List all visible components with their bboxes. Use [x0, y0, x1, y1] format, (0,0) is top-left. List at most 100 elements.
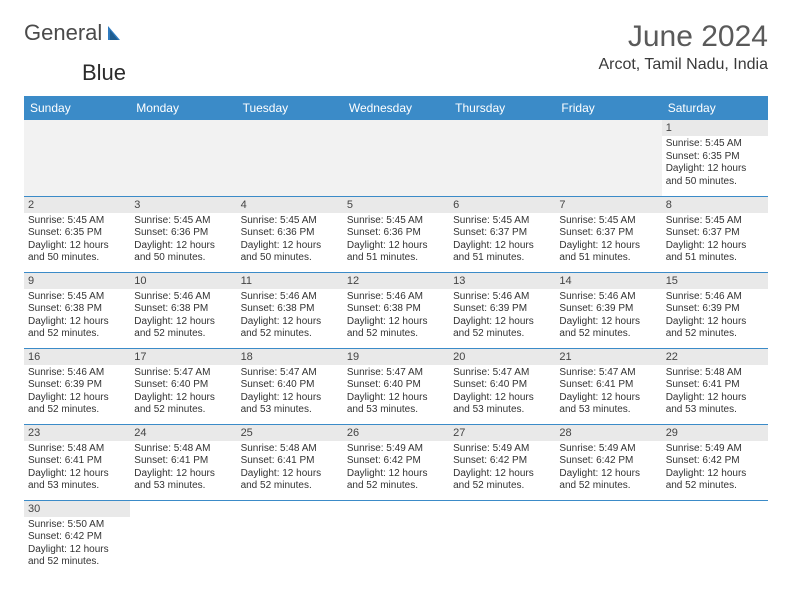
- sunset-line: Sunset: 6:42 PM: [666, 455, 764, 468]
- sunset-line: Sunset: 6:37 PM: [559, 227, 657, 240]
- daylight-line: Daylight: 12 hours and 52 minutes.: [28, 392, 126, 417]
- sunset-line: Sunset: 6:37 PM: [666, 227, 764, 240]
- day-number: 7: [555, 197, 661, 213]
- calendar-cell: 1Sunrise: 5:45 AMSunset: 6:35 PMDaylight…: [662, 120, 768, 196]
- day-number: 15: [662, 273, 768, 289]
- sunset-line: Sunset: 6:38 PM: [347, 303, 445, 316]
- sunrise-line: Sunrise: 5:48 AM: [666, 367, 764, 380]
- sunrise-line: Sunrise: 5:45 AM: [666, 215, 764, 228]
- weekday-header-row: Sunday Monday Tuesday Wednesday Thursday…: [24, 96, 768, 120]
- day-number: 25: [237, 425, 343, 441]
- day-number: 8: [662, 197, 768, 213]
- calendar-week-row: 1Sunrise: 5:45 AMSunset: 6:35 PMDaylight…: [24, 120, 768, 196]
- calendar-cell: 12Sunrise: 5:46 AMSunset: 6:38 PMDayligh…: [343, 272, 449, 348]
- calendar-cell: 14Sunrise: 5:46 AMSunset: 6:39 PMDayligh…: [555, 272, 661, 348]
- daylight-line: Daylight: 12 hours and 51 minutes.: [347, 240, 445, 265]
- daylight-line: Daylight: 12 hours and 52 minutes.: [453, 468, 551, 493]
- sunset-line: Sunset: 6:36 PM: [134, 227, 232, 240]
- day-details: Sunrise: 5:48 AMSunset: 6:41 PMDaylight:…: [24, 441, 130, 497]
- calendar-cell: 15Sunrise: 5:46 AMSunset: 6:39 PMDayligh…: [662, 272, 768, 348]
- day-details: Sunrise: 5:46 AMSunset: 6:38 PMDaylight:…: [237, 289, 343, 345]
- sunrise-line: Sunrise: 5:46 AM: [347, 291, 445, 304]
- brand-name-part1: General: [24, 20, 102, 46]
- calendar-cell: [555, 120, 661, 196]
- day-details: Sunrise: 5:45 AMSunset: 6:36 PMDaylight:…: [130, 213, 236, 269]
- day-number: 5: [343, 197, 449, 213]
- day-number: 1: [662, 120, 768, 136]
- sunset-line: Sunset: 6:41 PM: [666, 379, 764, 392]
- calendar-cell: 6Sunrise: 5:45 AMSunset: 6:37 PMDaylight…: [449, 196, 555, 272]
- sunrise-line: Sunrise: 5:50 AM: [28, 519, 126, 532]
- calendar-cell: 11Sunrise: 5:46 AMSunset: 6:38 PMDayligh…: [237, 272, 343, 348]
- calendar-cell: [555, 500, 661, 576]
- sunset-line: Sunset: 6:38 PM: [28, 303, 126, 316]
- sunset-line: Sunset: 6:40 PM: [241, 379, 339, 392]
- calendar-table: Sunday Monday Tuesday Wednesday Thursday…: [24, 96, 768, 576]
- day-number: 9: [24, 273, 130, 289]
- sunrise-line: Sunrise: 5:46 AM: [134, 291, 232, 304]
- calendar-cell: 22Sunrise: 5:48 AMSunset: 6:41 PMDayligh…: [662, 348, 768, 424]
- calendar-week-row: 16Sunrise: 5:46 AMSunset: 6:39 PMDayligh…: [24, 348, 768, 424]
- day-details: Sunrise: 5:48 AMSunset: 6:41 PMDaylight:…: [130, 441, 236, 497]
- calendar-cell: 17Sunrise: 5:47 AMSunset: 6:40 PMDayligh…: [130, 348, 236, 424]
- day-details: Sunrise: 5:49 AMSunset: 6:42 PMDaylight:…: [555, 441, 661, 497]
- calendar-cell: [130, 500, 236, 576]
- day-number: 12: [343, 273, 449, 289]
- day-details: Sunrise: 5:45 AMSunset: 6:38 PMDaylight:…: [24, 289, 130, 345]
- calendar-cell: 29Sunrise: 5:49 AMSunset: 6:42 PMDayligh…: [662, 424, 768, 500]
- day-details: Sunrise: 5:46 AMSunset: 6:39 PMDaylight:…: [24, 365, 130, 421]
- sunrise-line: Sunrise: 5:46 AM: [453, 291, 551, 304]
- sunset-line: Sunset: 6:35 PM: [666, 151, 764, 164]
- calendar-cell: 26Sunrise: 5:49 AMSunset: 6:42 PMDayligh…: [343, 424, 449, 500]
- daylight-line: Daylight: 12 hours and 52 minutes.: [666, 468, 764, 493]
- calendar-cell: [237, 120, 343, 196]
- sunrise-line: Sunrise: 5:46 AM: [241, 291, 339, 304]
- daylight-line: Daylight: 12 hours and 52 minutes.: [559, 468, 657, 493]
- daylight-line: Daylight: 12 hours and 50 minutes.: [666, 163, 764, 188]
- sunrise-line: Sunrise: 5:46 AM: [559, 291, 657, 304]
- sunset-line: Sunset: 6:41 PM: [241, 455, 339, 468]
- sunrise-line: Sunrise: 5:49 AM: [666, 443, 764, 456]
- day-details: Sunrise: 5:46 AMSunset: 6:38 PMDaylight:…: [343, 289, 449, 345]
- day-number: 22: [662, 349, 768, 365]
- day-details: Sunrise: 5:45 AMSunset: 6:37 PMDaylight:…: [555, 213, 661, 269]
- day-details: Sunrise: 5:45 AMSunset: 6:36 PMDaylight:…: [237, 213, 343, 269]
- day-number: 20: [449, 349, 555, 365]
- daylight-line: Daylight: 12 hours and 53 minutes.: [28, 468, 126, 493]
- daylight-line: Daylight: 12 hours and 52 minutes.: [241, 468, 339, 493]
- calendar-cell: 16Sunrise: 5:46 AMSunset: 6:39 PMDayligh…: [24, 348, 130, 424]
- sunrise-line: Sunrise: 5:45 AM: [453, 215, 551, 228]
- daylight-line: Daylight: 12 hours and 53 minutes.: [347, 392, 445, 417]
- calendar-week-row: 30Sunrise: 5:50 AMSunset: 6:42 PMDayligh…: [24, 500, 768, 576]
- day-details: Sunrise: 5:45 AMSunset: 6:37 PMDaylight:…: [662, 213, 768, 269]
- day-details: Sunrise: 5:45 AMSunset: 6:35 PMDaylight:…: [662, 136, 768, 192]
- daylight-line: Daylight: 12 hours and 52 minutes.: [28, 316, 126, 341]
- day-number: 10: [130, 273, 236, 289]
- sunrise-line: Sunrise: 5:48 AM: [241, 443, 339, 456]
- calendar-cell: [130, 120, 236, 196]
- daylight-line: Daylight: 12 hours and 52 minutes.: [347, 468, 445, 493]
- sunrise-line: Sunrise: 5:48 AM: [28, 443, 126, 456]
- day-number: 27: [449, 425, 555, 441]
- sunrise-line: Sunrise: 5:45 AM: [28, 215, 126, 228]
- day-number: 17: [130, 349, 236, 365]
- daylight-line: Daylight: 12 hours and 50 minutes.: [134, 240, 232, 265]
- day-details: Sunrise: 5:46 AMSunset: 6:38 PMDaylight:…: [130, 289, 236, 345]
- daylight-line: Daylight: 12 hours and 53 minutes.: [134, 468, 232, 493]
- calendar-cell: 18Sunrise: 5:47 AMSunset: 6:40 PMDayligh…: [237, 348, 343, 424]
- calendar-cell: 20Sunrise: 5:47 AMSunset: 6:40 PMDayligh…: [449, 348, 555, 424]
- sail-icon: [106, 24, 126, 42]
- sunrise-line: Sunrise: 5:46 AM: [666, 291, 764, 304]
- weekday-header: Monday: [130, 96, 236, 120]
- day-details: Sunrise: 5:48 AMSunset: 6:41 PMDaylight:…: [662, 365, 768, 421]
- daylight-line: Daylight: 12 hours and 52 minutes.: [28, 544, 126, 569]
- day-details: Sunrise: 5:47 AMSunset: 6:41 PMDaylight:…: [555, 365, 661, 421]
- sunset-line: Sunset: 6:40 PM: [134, 379, 232, 392]
- sunrise-line: Sunrise: 5:47 AM: [241, 367, 339, 380]
- day-details: Sunrise: 5:47 AMSunset: 6:40 PMDaylight:…: [343, 365, 449, 421]
- sunset-line: Sunset: 6:40 PM: [347, 379, 445, 392]
- calendar-cell: 2Sunrise: 5:45 AMSunset: 6:35 PMDaylight…: [24, 196, 130, 272]
- day-number: 6: [449, 197, 555, 213]
- daylight-line: Daylight: 12 hours and 52 minutes.: [134, 316, 232, 341]
- sunset-line: Sunset: 6:42 PM: [347, 455, 445, 468]
